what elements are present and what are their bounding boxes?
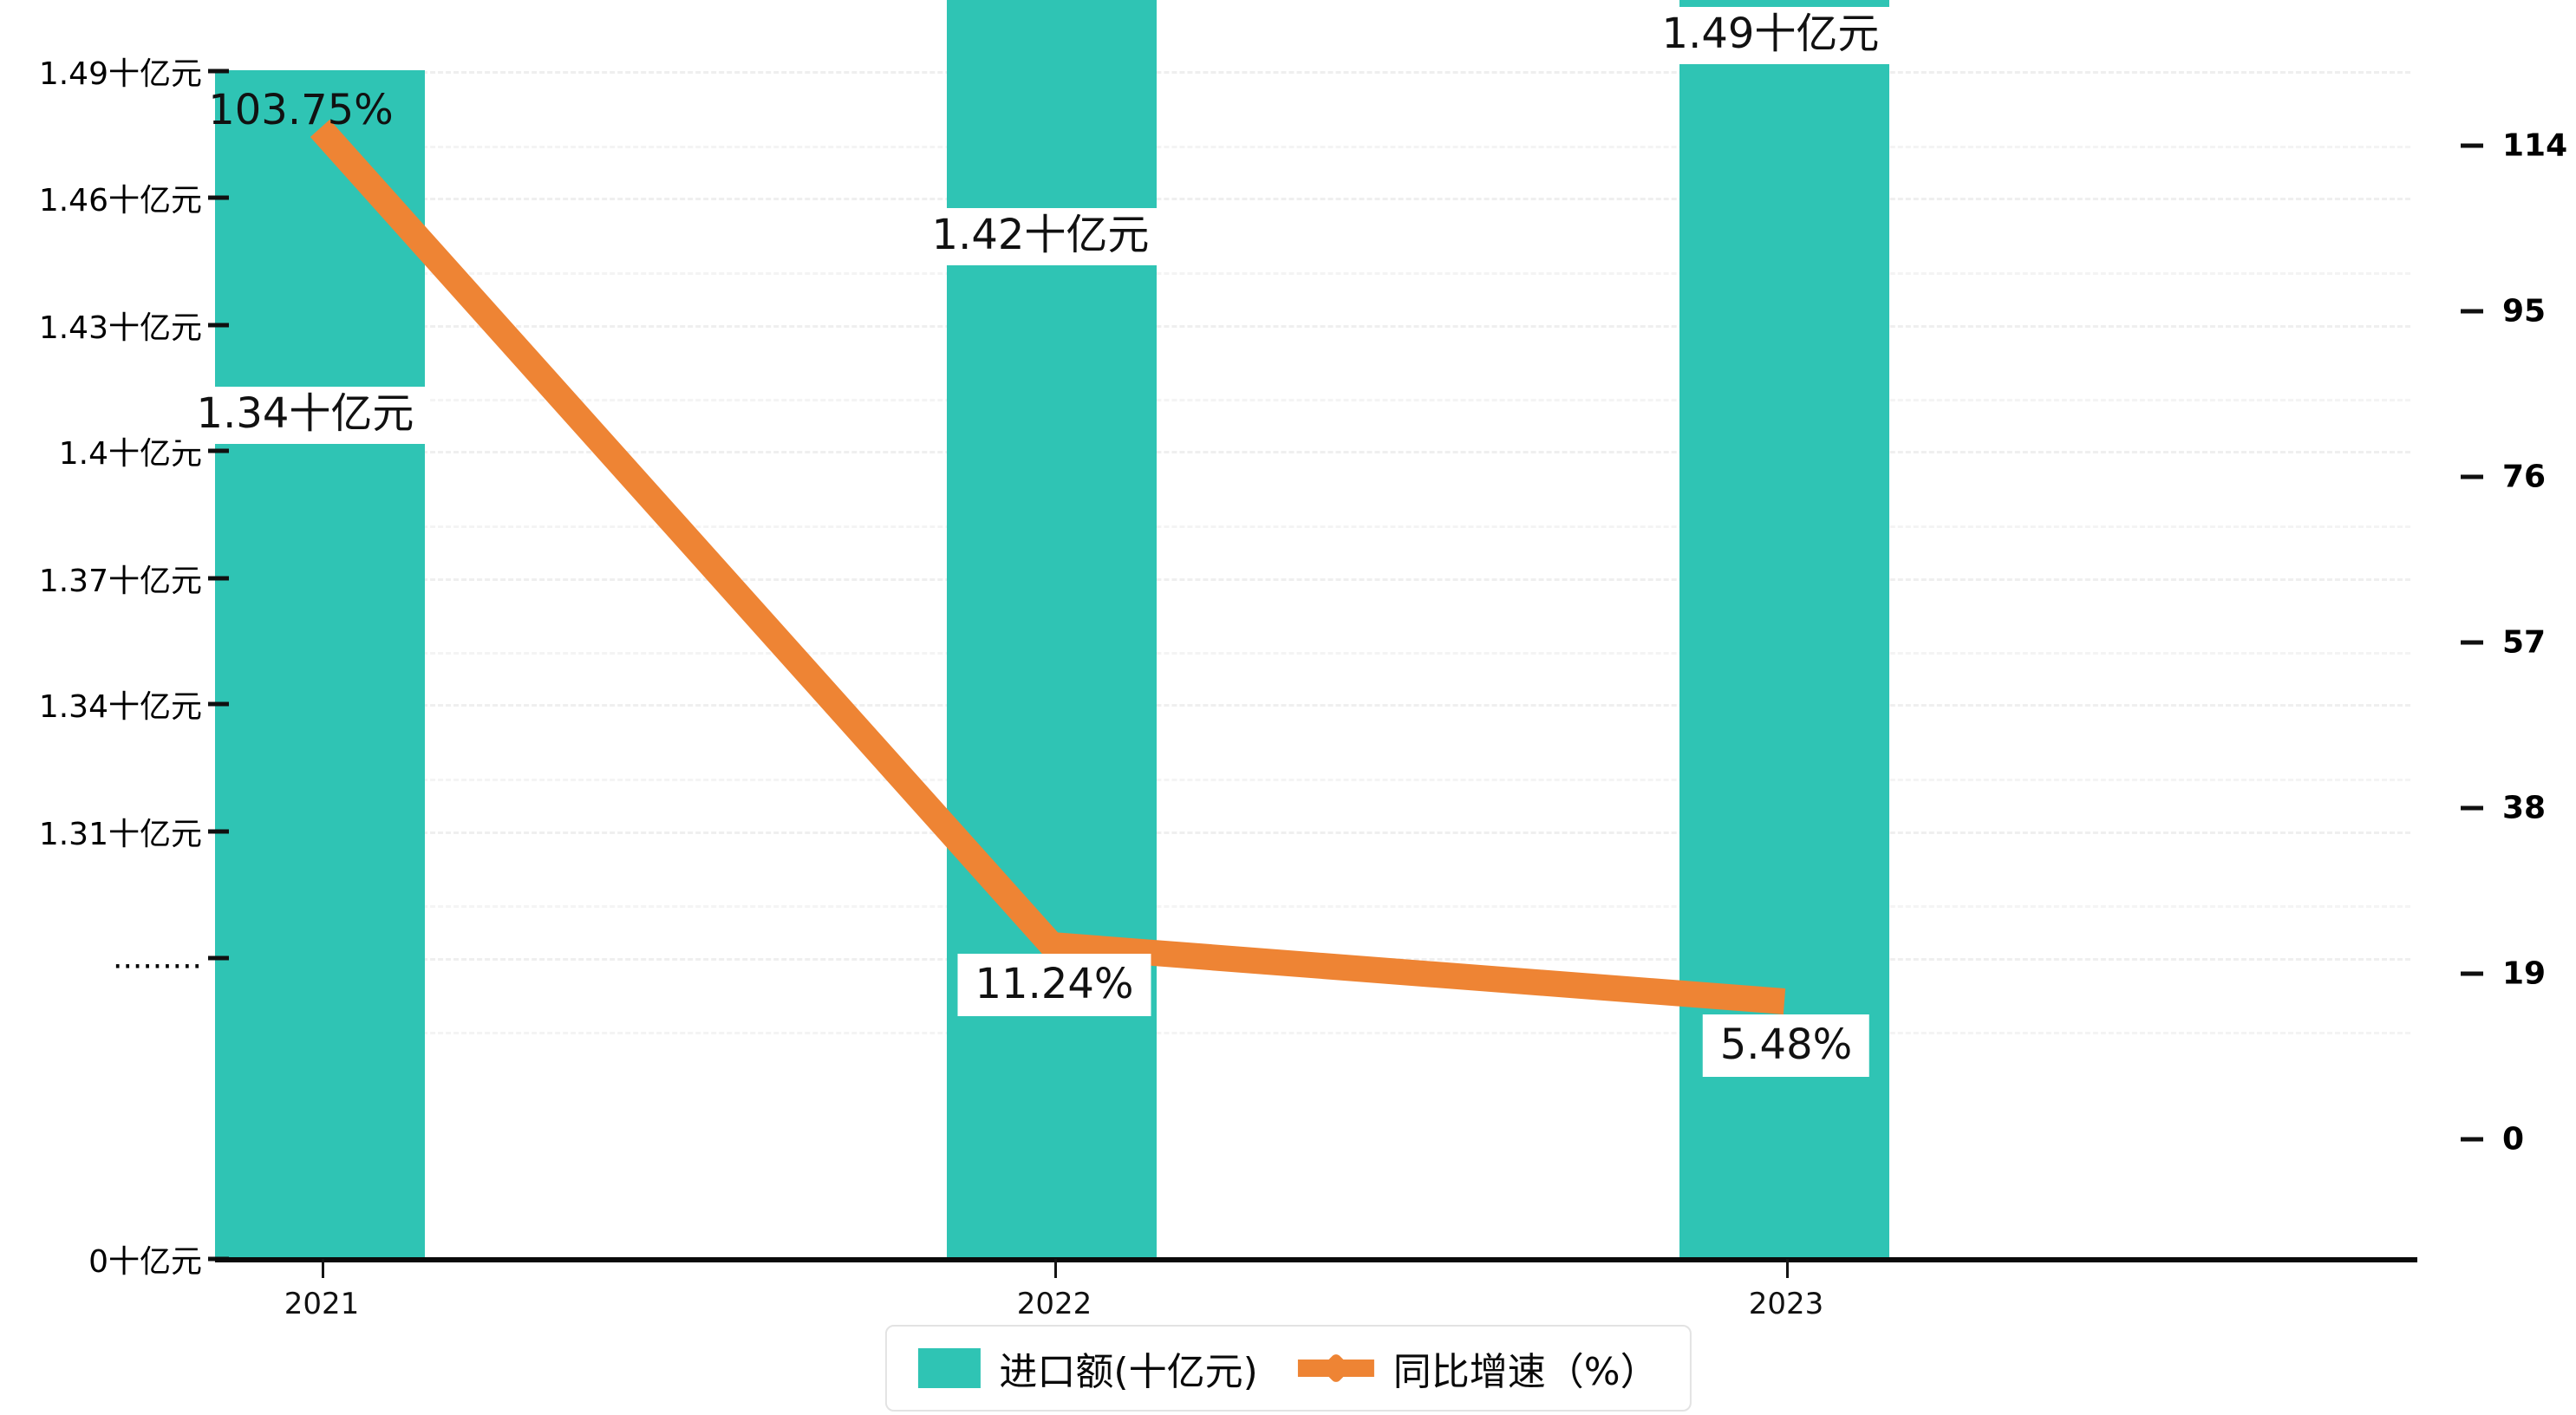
growth-rate-line[interactable] <box>320 128 1784 1001</box>
y-right-tick-2 <box>2461 309 2483 314</box>
y-left-label-9: 0十亿元 <box>88 1244 202 1280</box>
y-left-label-3: 1.43十亿元 <box>38 310 202 346</box>
line-series-layer <box>219 17 2410 1259</box>
gridline-minor-3 <box>219 399 2410 401</box>
gridline-major-2 <box>219 198 2410 200</box>
y-left-label-5: 1.37十亿元 <box>38 564 202 599</box>
bar-swatch-icon <box>917 1348 981 1388</box>
line-swatch-icon <box>1297 1348 1374 1388</box>
x-axis-line <box>215 1257 2417 1262</box>
gridline-minor-4 <box>219 525 2410 528</box>
plot-area <box>215 0 2410 1259</box>
y-right-label-6: 19 <box>2502 955 2547 992</box>
legend-item-import-amount[interactable]: 进口额(十亿元) <box>917 1340 1258 1396</box>
chart-legend: 进口额(十亿元) 同比增速（%） <box>884 1325 1692 1412</box>
y-right-tick-7 <box>2461 1137 2483 1142</box>
gridline-minor-8 <box>219 1032 2410 1034</box>
gridline-minor-6 <box>219 779 2410 781</box>
y-left-label-6: 1.34十亿元 <box>38 689 202 725</box>
y-left-tick-8 <box>208 955 229 961</box>
gridline-major-6 <box>219 704 2410 707</box>
y-left-tick-4 <box>208 448 229 453</box>
y-right-tick-6 <box>2461 971 2483 976</box>
gridline-minor-2 <box>219 272 2410 275</box>
x-tick-2023 <box>1786 1259 1789 1278</box>
y-right-label-4: 57 <box>2502 624 2547 661</box>
bar-2021[interactable] <box>215 70 425 1259</box>
y-left-tick-1 <box>208 68 229 74</box>
y-left-tick-6 <box>208 701 229 707</box>
gridline-minor-1 <box>219 146 2410 148</box>
gridline-major-7 <box>219 831 2410 834</box>
bar-label-2021: 1.34十亿元 <box>180 387 430 445</box>
y-left-label-1: 1.49十亿元 <box>38 56 202 92</box>
y-left-tick-5 <box>208 576 229 581</box>
x-tick-2022 <box>1054 1259 1057 1278</box>
y-left-label-7: 1.31十亿元 <box>38 817 202 852</box>
gridline-major-4 <box>219 451 2410 453</box>
x-tick-2021 <box>322 1259 324 1278</box>
y-right-tick-3 <box>2461 474 2483 479</box>
line-label-2021: 103.75% <box>208 86 394 134</box>
gridline-minor-7 <box>219 905 2410 908</box>
y-right-label-7: 0 <box>2502 1121 2525 1157</box>
y-right-label-5: 38 <box>2502 790 2547 826</box>
y-right-label-3: 76 <box>2502 459 2547 495</box>
y-right-tick-4 <box>2461 640 2483 645</box>
gridline-minor-5 <box>219 652 2410 655</box>
gridline-major-5 <box>219 578 2410 581</box>
line-swatch-marker <box>1320 1352 1353 1385</box>
legend-item-growth-rate[interactable]: 同比增速（%） <box>1297 1340 1659 1396</box>
y-left-axis-break-label: ......... <box>113 940 202 976</box>
y-right-label-2: 95 <box>2502 293 2547 329</box>
gridline-major-1 <box>219 71 2410 74</box>
x-tick-label-2022: 2022 <box>1016 1287 1092 1321</box>
y-right-tick-1 <box>2461 143 2483 148</box>
y-left-tick-3 <box>208 323 229 328</box>
bar-label-2022: 1.42十亿元 <box>916 208 1165 266</box>
gridline-major-3 <box>219 325 2410 328</box>
line-label-2022: 11.24% <box>957 954 1151 1017</box>
x-tick-label-2023: 2023 <box>1748 1287 1824 1321</box>
legend-label-growth-rate: 同比增速（%） <box>1392 1350 1659 1394</box>
bar-label-2023: 1.49十亿元 <box>1646 7 1895 65</box>
y-left-label-4: 1.4十亿元 <box>58 436 202 472</box>
x-tick-label-2021: 2021 <box>284 1287 360 1321</box>
legend-label-import-amount: 进口额(十亿元) <box>999 1350 1258 1394</box>
y-left-tick-2 <box>208 195 229 200</box>
y-left-tick-7 <box>208 829 229 834</box>
line-label-2023: 5.48% <box>1702 1014 1870 1078</box>
y-left-label-2: 1.46十亿元 <box>38 183 202 218</box>
y-right-tick-5 <box>2461 805 2483 811</box>
y-right-label-1: 114 <box>2502 127 2568 164</box>
